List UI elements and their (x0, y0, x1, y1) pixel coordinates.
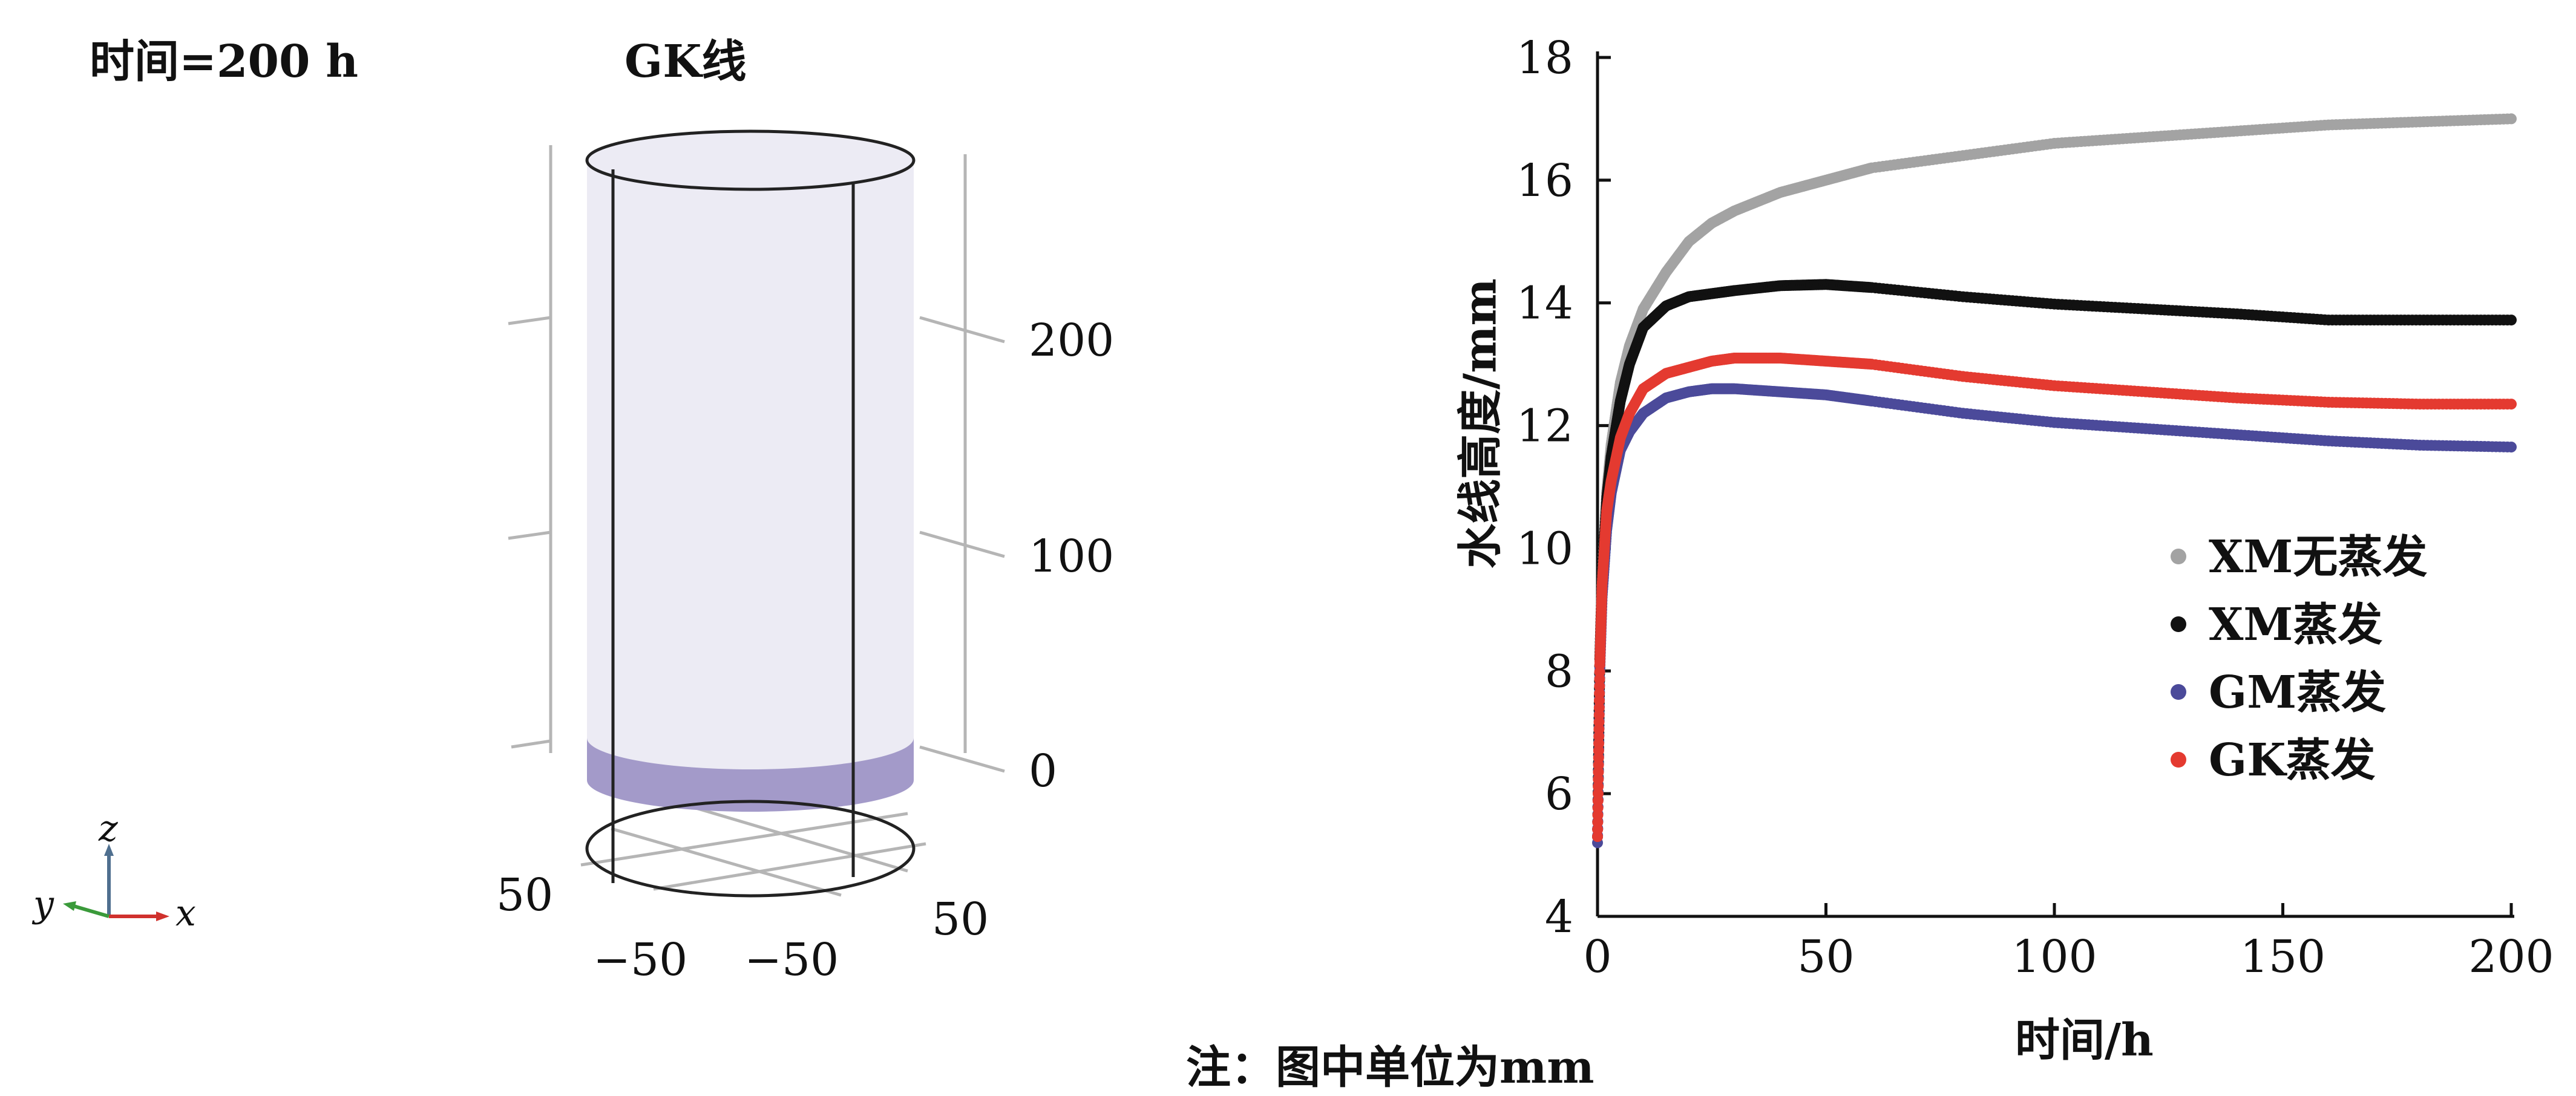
cylinder-body (587, 160, 914, 786)
x-tick-label: −50 (744, 934, 839, 986)
x-axis-label: 时间/h (2015, 1014, 2154, 1066)
legend-marker (2171, 616, 2186, 632)
legend-marker (2171, 684, 2186, 700)
x-tick-label: 0 (1583, 931, 1611, 983)
legend-marker (2171, 549, 2186, 564)
y-tick-label: 12 (1516, 400, 1573, 452)
y-tick-label: 10 (1516, 523, 1573, 575)
data-point (2506, 315, 2517, 326)
x-tick-label: 200 (2468, 931, 2554, 983)
axis-label-y: y (31, 883, 54, 925)
legend-label: GM蒸发 (2209, 667, 2386, 719)
x-tick-label: 150 (2240, 931, 2325, 983)
data-point (2506, 442, 2517, 453)
y-tick-label: 4 (1545, 891, 1573, 943)
series-0 (1592, 113, 2517, 843)
legend-label: GK蒸发 (2209, 734, 2376, 786)
grid-line (919, 316, 1005, 344)
legend-marker (2171, 752, 2186, 768)
time-label: 时间=200 h (90, 36, 359, 88)
z-tick-label: 200 (1029, 315, 1114, 367)
legend-label: XM蒸发 (2209, 599, 2382, 651)
y-tick-label: 50 (496, 869, 553, 921)
y-tick-label: 8 (1545, 645, 1573, 697)
y-tick-label: −50 (593, 934, 687, 986)
axis-label-z: z (98, 807, 118, 850)
water-region (587, 738, 914, 812)
axis-label-x: x (175, 892, 196, 935)
series-3 (1592, 353, 2517, 843)
grid-line (919, 745, 1005, 773)
y-tick-label: 6 (1545, 768, 1573, 820)
z-tick-label: 100 (1029, 530, 1114, 582)
chart-legend: XM无蒸发 XM蒸发 GM蒸发 GK蒸发 (2171, 531, 2427, 786)
chart-axes: 4 6 8 10 12 14 16 18 0 50 100 150 200 (1516, 32, 2554, 983)
grid-line (508, 316, 551, 325)
y-tick-label: 14 (1516, 278, 1573, 330)
z-tick-label: 0 (1029, 745, 1057, 797)
cylinder-top-rim (585, 129, 916, 191)
data-point (2506, 113, 2517, 125)
grid-line (653, 842, 926, 891)
panel-title: GK线 (624, 36, 747, 88)
grid-line (511, 739, 551, 749)
x-tick-label: 50 (932, 893, 989, 945)
chart-series (1592, 113, 2517, 849)
grid-line (611, 827, 842, 897)
y-tick-label: 18 (1516, 32, 1573, 84)
y-axis-label: 水线高度/mm (1454, 278, 1507, 569)
x-tick-label: 50 (1797, 931, 1854, 983)
data-point (2506, 399, 2517, 410)
legend-label: XM无蒸发 (2209, 531, 2427, 583)
axis-triad: z y x (31, 807, 196, 935)
grid-line (508, 530, 551, 540)
cylinder-bottom-rim (585, 800, 916, 898)
grid-line (683, 803, 908, 873)
x-tick-label: 100 (2011, 931, 2097, 983)
y-tick-label: 16 (1516, 155, 1573, 207)
unit-note: 注：图中单位为mm (1186, 1042, 1594, 1094)
grid-line (919, 530, 1005, 558)
